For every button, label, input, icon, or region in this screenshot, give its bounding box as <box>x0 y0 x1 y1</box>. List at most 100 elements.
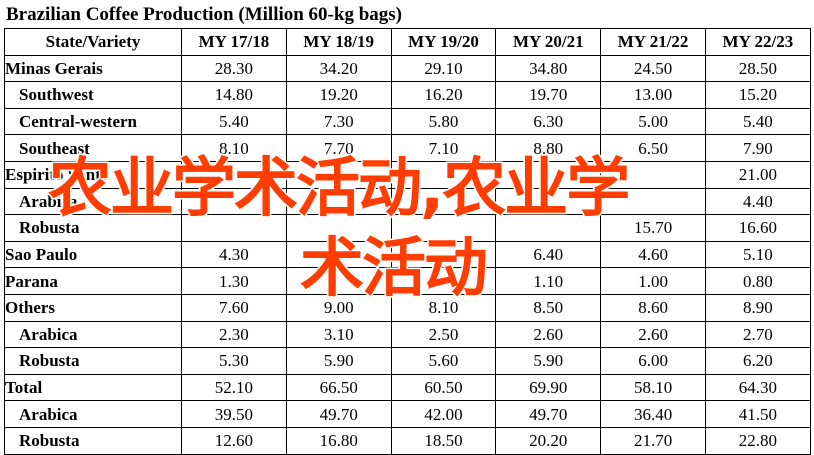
table-cell: 7.90 <box>704 134 811 162</box>
table-cell: 9.00 <box>285 293 392 322</box>
coffee-production-table: State/Variety MY 17/18 MY 18/19 MY 19/20… <box>4 28 811 455</box>
table-cell: 29.10 <box>390 54 497 83</box>
table-cell: 15.20 <box>704 81 811 109</box>
table-cell: 7.30 <box>285 107 392 136</box>
table-cell: 22.80 <box>704 426 811 455</box>
table-row: Central-western 5.40 7.30 5.80 6.30 5.00 5.40 <box>4 107 811 136</box>
table-cell <box>285 160 392 189</box>
column-header: MY 18/19 <box>285 28 392 56</box>
row-label: Southeast <box>4 134 182 162</box>
table-cell <box>285 214 392 242</box>
column-header: MY 19/20 <box>390 28 497 56</box>
table-cell: 8.10 <box>181 134 287 162</box>
table-title: Brazilian Coffee Production (Million 60-… <box>6 4 402 25</box>
table-cell: 1.10 <box>495 267 602 295</box>
row-label: Arabica <box>4 187 182 216</box>
table-cell: 36.40 <box>600 400 706 428</box>
row-label: Sao Paulo <box>4 240 182 269</box>
table-cell: 16.80 <box>285 426 392 455</box>
table-row: Parana 1.30 1.10 1.00 0.80 <box>4 267 811 295</box>
table-cell <box>600 160 706 189</box>
table-cell: 7.70 <box>285 134 392 162</box>
row-label: Others <box>4 293 182 322</box>
table-cell: 2.70 <box>704 320 811 349</box>
row-label: Minas Gerais <box>4 54 182 83</box>
table-cell: 2.30 <box>181 320 287 349</box>
table-cell <box>181 187 287 216</box>
table-row: Robusta 15.70 16.60 <box>4 214 811 242</box>
column-header: MY 17/18 <box>181 28 287 56</box>
table-cell: 8.90 <box>704 293 811 322</box>
table-cell <box>390 160 497 189</box>
table-cell: 6.50 <box>600 134 706 162</box>
table-cell: 5.00 <box>600 107 706 136</box>
table-cell: 6.20 <box>704 347 811 375</box>
table-cell: 1.00 <box>600 267 706 295</box>
row-label: Arabica <box>4 400 182 428</box>
table-cell: 58.10 <box>600 373 706 402</box>
table-cell: 34.20 <box>285 54 392 83</box>
table-cell: 5.60 <box>390 347 497 375</box>
table-cell: 19.70 <box>495 81 602 109</box>
table-cell: 4.40 <box>704 187 811 216</box>
table-row: Robusta 12.60 16.80 18.50 20.20 21.70 22.80 <box>4 426 811 455</box>
table-row: Minas Gerais 28.30 34.20 29.10 34.80 24.50 28.… <box>4 54 811 83</box>
table-cell: 52.10 <box>181 373 287 402</box>
table-cell: 39.50 <box>181 400 287 428</box>
table-cell <box>495 160 602 189</box>
table-cell <box>181 214 287 242</box>
column-header: MY 20/21 <box>495 28 602 56</box>
table-cell: 66.50 <box>285 373 392 402</box>
table-cell: 4.30 <box>181 240 287 269</box>
header-row: State/Variety MY 17/18 MY 18/19 MY 19/20… <box>4 28 811 56</box>
row-label: Central-western <box>4 107 182 136</box>
table-row: Arabica 2.30 3.10 2.50 2.60 2.60 2.70 <box>4 320 811 349</box>
column-header: MY 22/23 <box>704 28 811 56</box>
row-label: Robusta <box>4 347 182 375</box>
table-cell: 5.40 <box>704 107 811 136</box>
table-cell: 2.50 <box>390 320 497 349</box>
table-cell: 5.90 <box>495 347 602 375</box>
table-cell: 21.00 <box>704 160 811 189</box>
table-cell: 18.50 <box>390 426 497 455</box>
table-cell: 5.40 <box>181 107 287 136</box>
table-cell: 2.60 <box>495 320 602 349</box>
table-row: Arabica 39.50 49.70 42.00 49.70 36.40 41.50 <box>4 400 811 428</box>
table-row: Total 52.10 66.50 60.50 69.90 58.10 64.30 <box>4 373 811 402</box>
table-cell: 16.20 <box>390 81 497 109</box>
table-cell: 13.00 <box>600 81 706 109</box>
table-cell: 0.80 <box>704 267 811 295</box>
column-header: State/Variety <box>4 28 182 56</box>
table-cell: 12.60 <box>181 426 287 455</box>
table-cell: 7.10 <box>390 134 497 162</box>
table-cell: 49.70 <box>285 400 392 428</box>
table-row: Espirito Santo 21.00 <box>4 160 811 189</box>
table-cell <box>285 240 392 269</box>
table-cell: 20.20 <box>495 426 602 455</box>
table-cell <box>285 187 392 216</box>
table-cell <box>600 187 706 216</box>
table-cell: 6.40 <box>495 240 602 269</box>
row-label: Arabica <box>4 320 182 349</box>
table-cell: 49.70 <box>495 400 602 428</box>
table-row: Others 7.60 9.00 8.10 8.50 8.60 8.90 <box>4 293 811 322</box>
table-cell <box>495 187 602 216</box>
column-header: MY 21/22 <box>600 28 706 56</box>
table-cell <box>390 187 497 216</box>
table-cell: 14.80 <box>181 81 287 109</box>
row-label: Robusta <box>4 426 182 455</box>
table-row: Sao Paulo 4.30 6.40 4.60 5.10 <box>4 240 811 269</box>
table-cell: 1.30 <box>181 267 287 295</box>
table-cell <box>390 267 497 295</box>
table-cell: 28.50 <box>704 54 811 83</box>
table-cell: 42.00 <box>390 400 497 428</box>
table-row: Arabica 4.40 <box>4 187 811 216</box>
row-label: Robusta <box>4 214 182 242</box>
table-cell <box>390 240 497 269</box>
table-cell: 5.30 <box>181 347 287 375</box>
table-cell: 7.60 <box>181 293 287 322</box>
table-cell: 8.80 <box>495 134 602 162</box>
table-cell: 69.90 <box>495 373 602 402</box>
table-cell <box>390 214 497 242</box>
table-cell: 24.50 <box>600 54 706 83</box>
